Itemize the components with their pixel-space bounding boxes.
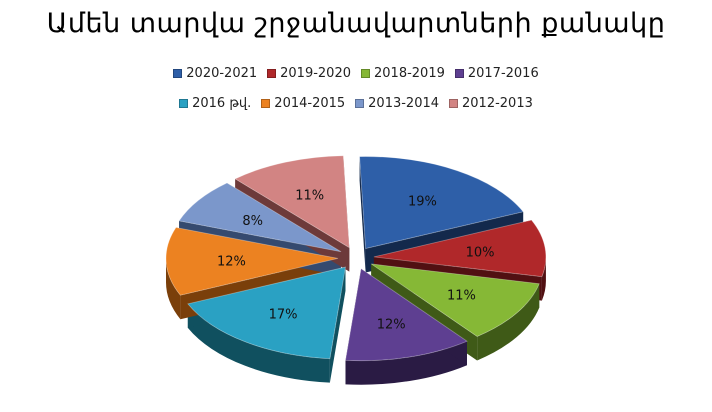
legend-swatch: [361, 69, 370, 78]
legend-label: 2018-2019: [374, 66, 445, 81]
slice-side: [187, 303, 330, 383]
data-label: 8%: [242, 214, 263, 229]
data-label: 19%: [408, 194, 437, 209]
legend-label: 2016 թվ.: [192, 96, 252, 111]
legend-row-1: 2020-2021 2019-2020 2018-2019 2017-2016: [0, 66, 712, 81]
pie-slice-2017-2016: [345, 268, 468, 362]
slice-side: [477, 283, 540, 361]
data-label: 12%: [217, 254, 246, 269]
pie-slice-2018-2019: [371, 263, 540, 337]
slice-side: [541, 256, 546, 301]
legend-item-2017-2016: 2017-2016: [454, 66, 539, 81]
legend-item-2012-2013: 2012-2013: [449, 96, 533, 111]
legend-item-2014-2015: 2014-2015: [261, 96, 345, 111]
legend-swatch: [173, 69, 183, 78]
pie-slice-2020-2021: [359, 156, 524, 250]
pie-slice-2012-2013: [234, 155, 350, 249]
data-labels: 19% 10% 11% 12% 17% 12% 8% 11%: [217, 189, 495, 333]
legend-swatch: [179, 99, 189, 108]
slice-side: [166, 258, 181, 320]
legend-swatch: [449, 99, 459, 108]
pie-top-faces: [165, 155, 547, 362]
slice-cut-face: [329, 267, 346, 383]
legend-item-2013-2014: 2013-2014: [355, 96, 439, 111]
legend-swatch: [267, 69, 277, 78]
chart-title: Ամեն տարվա շրջանավարտների քանակը: [46, 8, 666, 39]
legend-label: 2019-2020: [280, 66, 351, 81]
legend-label: 2014-2015: [274, 96, 346, 111]
legend-label: 2013-2014: [368, 96, 440, 111]
data-label: 11%: [447, 288, 476, 303]
pie-slice-2016-: [187, 266, 346, 360]
legend-label: 2017-2016: [467, 66, 539, 81]
slice-side: [345, 341, 467, 385]
data-label: 10%: [466, 245, 495, 260]
legend-swatch: [454, 69, 464, 78]
legend-item-2020-2021: 2020-2021: [173, 66, 257, 81]
data-label: 11%: [295, 189, 324, 204]
legend-item-2018-2019: 2018-2019: [361, 66, 445, 81]
pie-slice-2014-2015: [165, 227, 339, 296]
pie-slice-2013-2014: [178, 182, 342, 253]
data-label: 12%: [377, 317, 406, 332]
data-label: 17%: [269, 307, 298, 322]
legend-item-2019-2020: 2019-2020: [267, 66, 351, 81]
legend-item-2016: 2016 թվ.: [179, 96, 251, 111]
pie-slice-2019-2020: [373, 219, 547, 278]
legend-label: 2012-2013: [462, 96, 533, 111]
legend-label: 2020-2021: [186, 66, 258, 81]
legend-row-2: 2016 թվ. 2014-2015 2013-2014 2012-2013: [0, 96, 712, 111]
legend-swatch: [355, 99, 365, 108]
slice-cut-face: [359, 156, 366, 273]
legend-swatch: [261, 99, 271, 108]
